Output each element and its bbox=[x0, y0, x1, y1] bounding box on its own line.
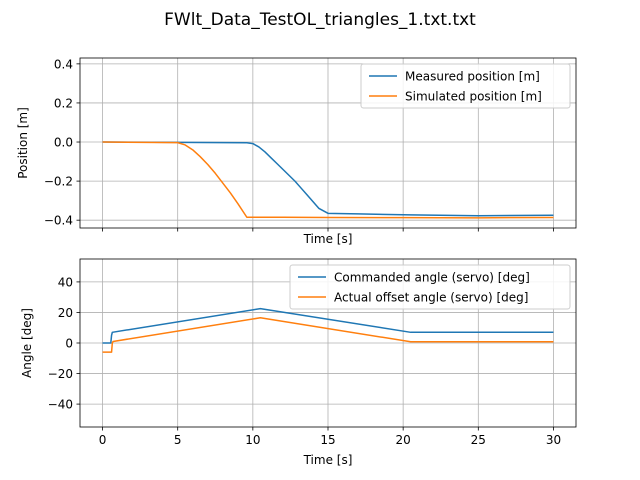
y-tick-label: −0.2 bbox=[44, 175, 73, 189]
x-tick-label: 10 bbox=[245, 433, 260, 447]
y-tick-label: −20 bbox=[48, 367, 73, 381]
x-tick-label: 5 bbox=[174, 433, 182, 447]
series-line-1 bbox=[102, 307, 554, 344]
y-tick-label: 0.2 bbox=[54, 96, 73, 110]
series-line-1 bbox=[102, 141, 554, 217]
y-tick-label: −0.4 bbox=[44, 214, 73, 228]
chart-panel-1: −0.4 −0.2 0.0 0.2 0.4 Time [s] Position [m] Mea… bbox=[16, 57, 577, 246]
legend-entry: Simulated position [m] bbox=[405, 90, 542, 104]
legend-box bbox=[289, 264, 571, 310]
plots: −0.4 −0.2 0.0 0.2 0.4 Time [s] Position [m] Mea… bbox=[16, 57, 577, 467]
y-tick-label: −40 bbox=[48, 398, 73, 412]
legend: Measured position [m] Simulated position … bbox=[360, 63, 571, 109]
series-line-2 bbox=[102, 141, 554, 219]
x-tick-label: 15 bbox=[320, 433, 335, 447]
x-tick-label: 20 bbox=[396, 433, 411, 447]
y-tick-label: 0 bbox=[65, 337, 73, 351]
x-tick-label: 25 bbox=[471, 433, 486, 447]
series-line-2 bbox=[102, 317, 554, 353]
legend: Commanded angle (servo) [deg] Actual offs… bbox=[289, 264, 571, 310]
y-tick-label: 40 bbox=[58, 275, 73, 289]
x-tick-label: 30 bbox=[546, 433, 561, 447]
x-axis-label: Time [s] bbox=[303, 453, 353, 467]
legend-box bbox=[360, 63, 571, 109]
x-axis-label: Time [s] bbox=[303, 232, 353, 246]
y-tick-label: 0.0 bbox=[54, 136, 73, 150]
legend-entry: Commanded angle (servo) [deg] bbox=[334, 271, 530, 285]
chart-panel-2: 0 5 10 15 20 25 30 −40 −20 0 20 40 Time [s] Angle [de… bbox=[20, 258, 577, 467]
y-axis-label: Angle [deg] bbox=[20, 308, 34, 378]
y-axis-label: Position [m] bbox=[16, 107, 30, 179]
figure-title: FWlt_Data_TestOL_triangles_1.txt.txt bbox=[164, 10, 476, 30]
legend-entry: Actual offset angle (servo) [deg] bbox=[334, 291, 528, 305]
x-tick-label: 0 bbox=[99, 433, 107, 447]
y-tick-label: 20 bbox=[58, 306, 73, 320]
y-tick-label: 0.4 bbox=[54, 57, 73, 71]
legend-entry: Measured position [m] bbox=[405, 70, 540, 84]
